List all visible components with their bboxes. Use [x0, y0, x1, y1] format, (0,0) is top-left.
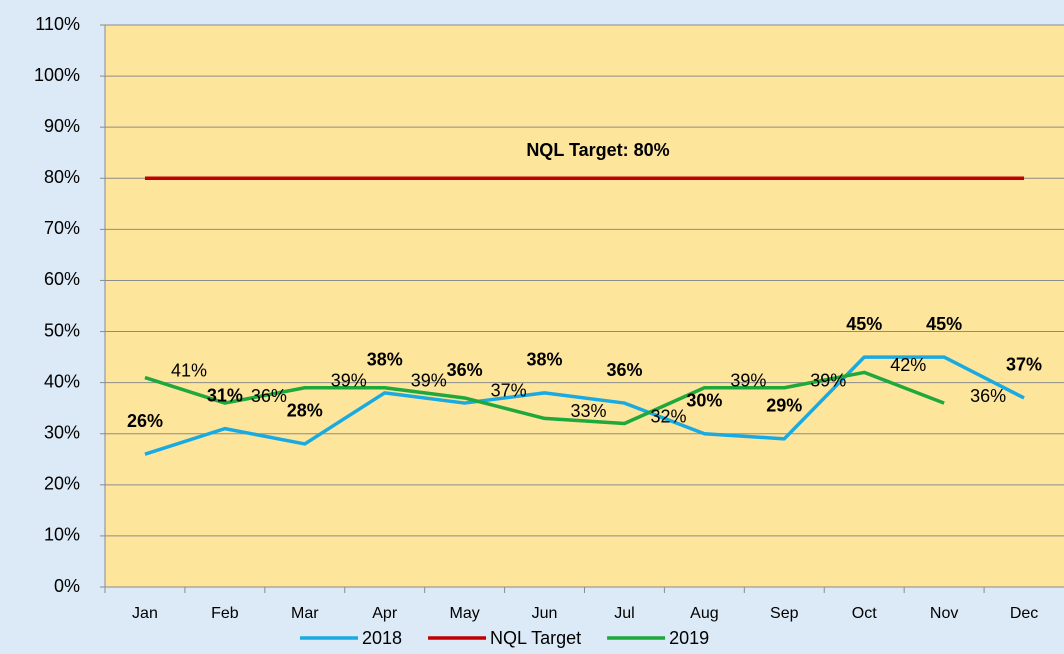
x-tick-label: Jan — [132, 605, 158, 622]
y-tick-label: 70% — [44, 218, 80, 238]
data-label: 30% — [686, 390, 722, 410]
data-label: 33% — [571, 401, 607, 421]
data-label: 36% — [447, 360, 483, 380]
data-label: 39% — [411, 370, 447, 390]
data-label: 29% — [766, 396, 802, 416]
legend-label: 2018 — [362, 628, 402, 648]
x-tick-label: Sep — [770, 605, 799, 622]
y-tick-label: 100% — [34, 65, 80, 85]
series-line — [144, 370, 945, 426]
x-tick-label: Jun — [532, 605, 558, 622]
data-label: 39% — [331, 370, 367, 390]
data-label: 37% — [1006, 355, 1042, 375]
data-label: 28% — [287, 401, 323, 421]
x-tick-label: Apr — [372, 605, 398, 622]
y-tick-label: 60% — [44, 269, 80, 289]
y-tick-label: 90% — [44, 116, 80, 136]
data-label: 42% — [890, 355, 926, 375]
data-label: 37% — [491, 381, 527, 401]
x-tick-label: Oct — [852, 605, 877, 622]
y-tick-label: 110% — [35, 14, 80, 34]
data-label: 26% — [127, 411, 163, 431]
y-tick-label: 50% — [44, 320, 80, 340]
data-label: 36% — [251, 386, 287, 406]
legend-label: 2019 — [669, 628, 709, 648]
x-tick-label: Jul — [614, 605, 634, 622]
data-label: 36% — [606, 360, 642, 380]
x-tick-label: Dec — [1010, 605, 1038, 622]
y-tick-label: 20% — [44, 474, 80, 494]
y-tick-label: 30% — [44, 422, 80, 442]
x-tick-label: Mar — [291, 605, 319, 622]
y-tick-label: 10% — [44, 525, 80, 545]
x-tick-label: Nov — [930, 605, 958, 622]
x-tick-label: Feb — [211, 605, 239, 622]
data-label: 38% — [367, 350, 403, 370]
data-label: 36% — [970, 386, 1006, 406]
data-label: 45% — [846, 314, 882, 334]
y-tick-label: 40% — [44, 371, 80, 391]
annotation: NQL Target: 80% — [526, 140, 669, 160]
y-tick-label: 0% — [54, 576, 80, 596]
data-label: 39% — [810, 370, 846, 390]
data-label: 45% — [926, 314, 962, 334]
data-label: 39% — [730, 370, 766, 390]
data-label: 31% — [207, 385, 243, 405]
data-label: 41% — [171, 360, 207, 380]
plot-area — [105, 25, 1064, 587]
series-line — [144, 355, 1025, 456]
x-tick-label: Aug — [690, 605, 718, 622]
data-label: 38% — [527, 350, 563, 370]
data-label: 32% — [650, 406, 686, 426]
legend-label: NQL Target — [490, 628, 581, 648]
y-tick-label: 80% — [44, 167, 80, 187]
x-tick-label: May — [450, 605, 480, 622]
